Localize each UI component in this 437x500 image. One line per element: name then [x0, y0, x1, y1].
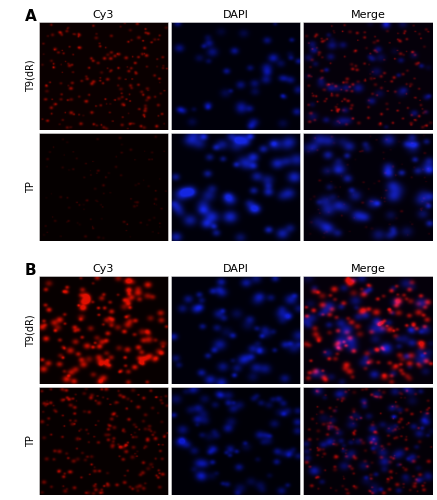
- Text: Merge: Merge: [350, 10, 385, 20]
- Text: DAPI: DAPI: [223, 264, 249, 274]
- Text: A: A: [24, 10, 36, 24]
- Text: B: B: [24, 264, 36, 278]
- Text: DAPI: DAPI: [223, 10, 249, 20]
- Text: T9(dR): T9(dR): [26, 314, 36, 346]
- Text: Cy3: Cy3: [93, 10, 114, 20]
- Text: T9(dR): T9(dR): [26, 60, 36, 92]
- Text: Cy3: Cy3: [93, 264, 114, 274]
- Text: TP: TP: [26, 435, 36, 447]
- Text: TP: TP: [26, 181, 36, 192]
- Text: Merge: Merge: [350, 264, 385, 274]
